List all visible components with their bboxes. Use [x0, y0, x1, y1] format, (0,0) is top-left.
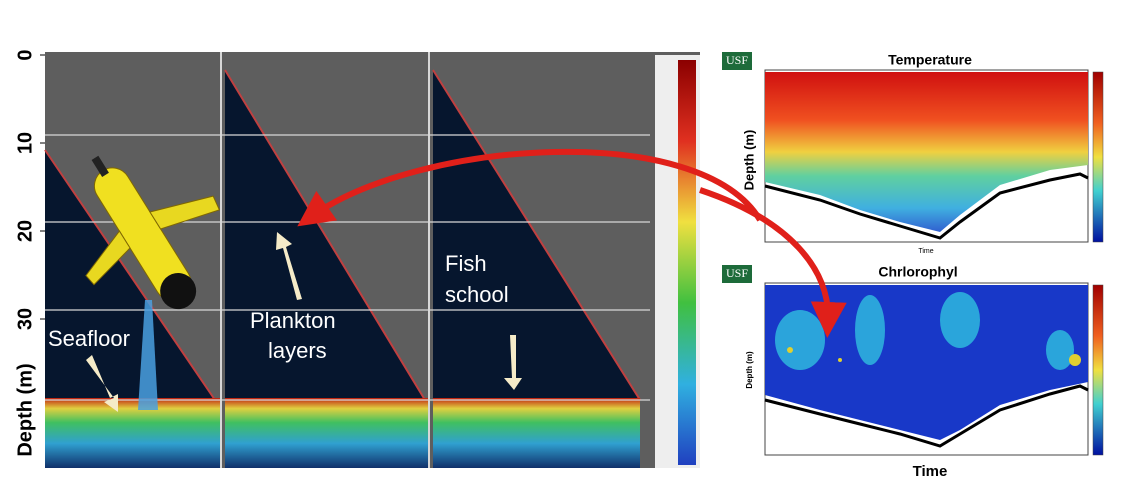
annotation: layers: [268, 338, 327, 363]
annotations: Seafloor Plankton layers Fish school: [48, 251, 509, 363]
panel-xlabel: Time: [918, 248, 933, 255]
temperature-panel: USF Temperature Depth (m) Time: [722, 52, 1104, 255]
glider: [85, 155, 221, 410]
panel-ylabel: Depth (m): [741, 130, 756, 191]
chlorophyll-panel: USF Chrlorophyl Depth (m) Time: [722, 264, 1104, 480]
annotation: Fish: [445, 251, 487, 276]
depth-label: Depth (m): [14, 363, 36, 456]
panel-title: Temperature: [888, 52, 972, 68]
annotation-arrows: [86, 232, 522, 412]
depth-tick-label: 20: [14, 220, 36, 242]
colorbar: [678, 60, 696, 465]
depth-tick-label: 30: [14, 308, 36, 330]
link-arrows: [297, 148, 847, 338]
echogram-sections: [44, 52, 641, 468]
annotation: school: [445, 282, 509, 307]
panel-ylabel: Depth (m): [745, 351, 754, 389]
logo: USF: [726, 53, 748, 67]
panel-title: Chrlorophyl: [878, 264, 957, 280]
depth-tick-label: 10: [14, 132, 36, 154]
depth-ticks: 0 10 20 30: [14, 49, 45, 330]
depth-tick-label: 0: [14, 49, 36, 60]
logo: USF: [726, 266, 748, 280]
panel-xlabel: Time: [913, 463, 948, 480]
annotation: Plankton: [250, 308, 336, 333]
annotation: Seafloor: [48, 326, 130, 351]
